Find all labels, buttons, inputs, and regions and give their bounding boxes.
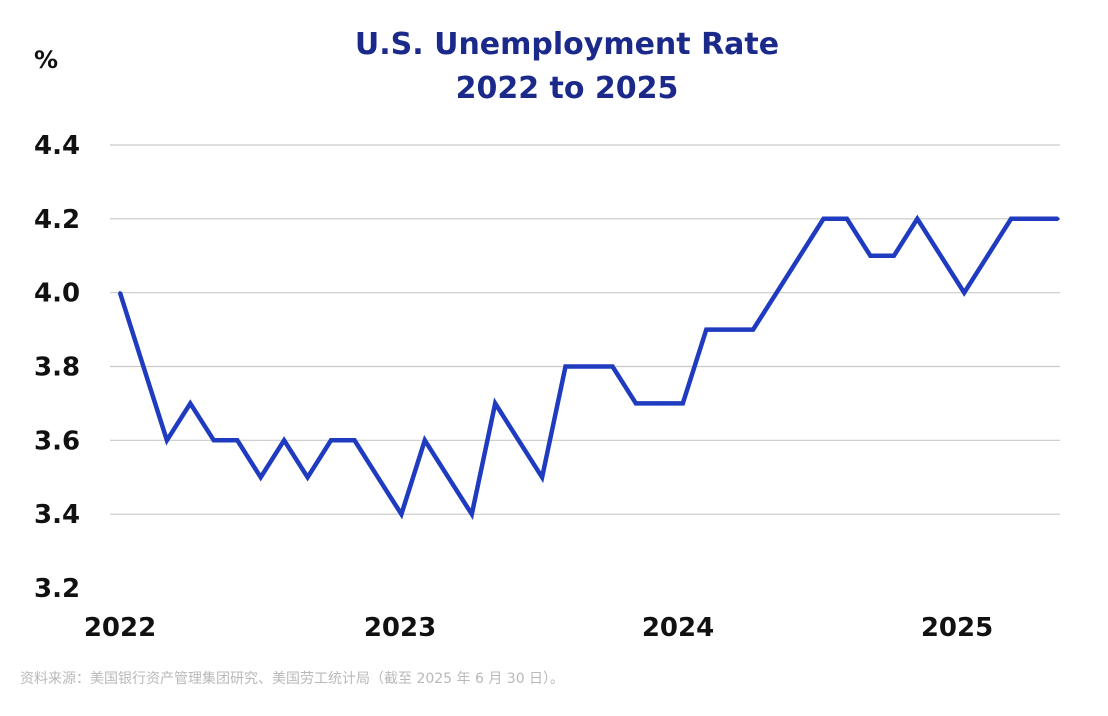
x-tick-label: 2025 <box>921 613 993 643</box>
data-point <box>282 438 286 442</box>
data-point <box>892 254 896 258</box>
data-point <box>376 475 380 479</box>
data-point <box>188 401 192 405</box>
data-point <box>212 438 216 442</box>
data-point <box>540 475 544 479</box>
data-point <box>470 512 474 516</box>
y-tick-label: 4.2 <box>34 205 80 235</box>
chart-title: U.S. Unemployment Rate <box>355 27 779 62</box>
x-axis-ticks: 2022 2023 2024 2025 <box>84 613 993 643</box>
data-point <box>704 328 708 332</box>
data-point <box>915 217 919 221</box>
data-point <box>798 254 802 258</box>
data-point <box>775 291 779 295</box>
data-point <box>118 291 122 295</box>
data-point <box>259 475 263 479</box>
data-point <box>329 438 333 442</box>
x-tick-label: 2022 <box>84 613 156 643</box>
data-point <box>728 328 732 332</box>
data-point <box>939 254 943 258</box>
data-point <box>634 401 638 405</box>
y-tick-label: 3.2 <box>34 574 80 604</box>
data-point <box>1056 217 1060 221</box>
data-point <box>868 254 873 258</box>
data-point <box>306 475 310 479</box>
data-point <box>1009 217 1013 221</box>
data-point <box>399 512 403 516</box>
source-note: 资料来源：美国银行资产管理集团研究、美国劳工统计局（截至 2025 年 6 月 … <box>20 671 565 687</box>
data-point <box>986 254 990 258</box>
data-point <box>751 328 755 332</box>
data-point <box>587 364 591 369</box>
data-point <box>1032 217 1037 221</box>
y-tick-label: 4.0 <box>34 279 80 309</box>
data-point <box>845 217 849 221</box>
data-point <box>657 401 662 405</box>
data-point <box>962 291 966 295</box>
data-point <box>517 438 521 442</box>
data-point <box>493 401 497 405</box>
y-tick-label: 3.6 <box>34 426 80 456</box>
data-point <box>141 364 145 369</box>
y-tick-label: 3.8 <box>34 353 80 383</box>
gridlines <box>110 144 1060 515</box>
y-tick-label: 4.4 <box>34 131 80 161</box>
data-point <box>352 438 357 442</box>
data-point <box>235 438 239 442</box>
x-tick-label: 2024 <box>642 613 714 643</box>
chart-subtitle: 2022 to 2025 <box>456 71 679 106</box>
x-tick-label: 2023 <box>364 613 436 643</box>
data-point <box>446 475 450 479</box>
data-point <box>681 401 685 405</box>
y-axis-unit-label: % <box>34 46 58 74</box>
y-axis-ticks: 4.4 4.2 4.0 3.8 3.6 3.4 3.2 <box>34 131 80 604</box>
series-unemployment-rate <box>117 214 1060 521</box>
data-point <box>423 438 427 442</box>
data-point <box>563 364 568 369</box>
data-point <box>165 438 169 442</box>
data-point <box>610 364 615 369</box>
data-point <box>821 217 826 221</box>
y-tick-label: 3.4 <box>34 500 80 530</box>
